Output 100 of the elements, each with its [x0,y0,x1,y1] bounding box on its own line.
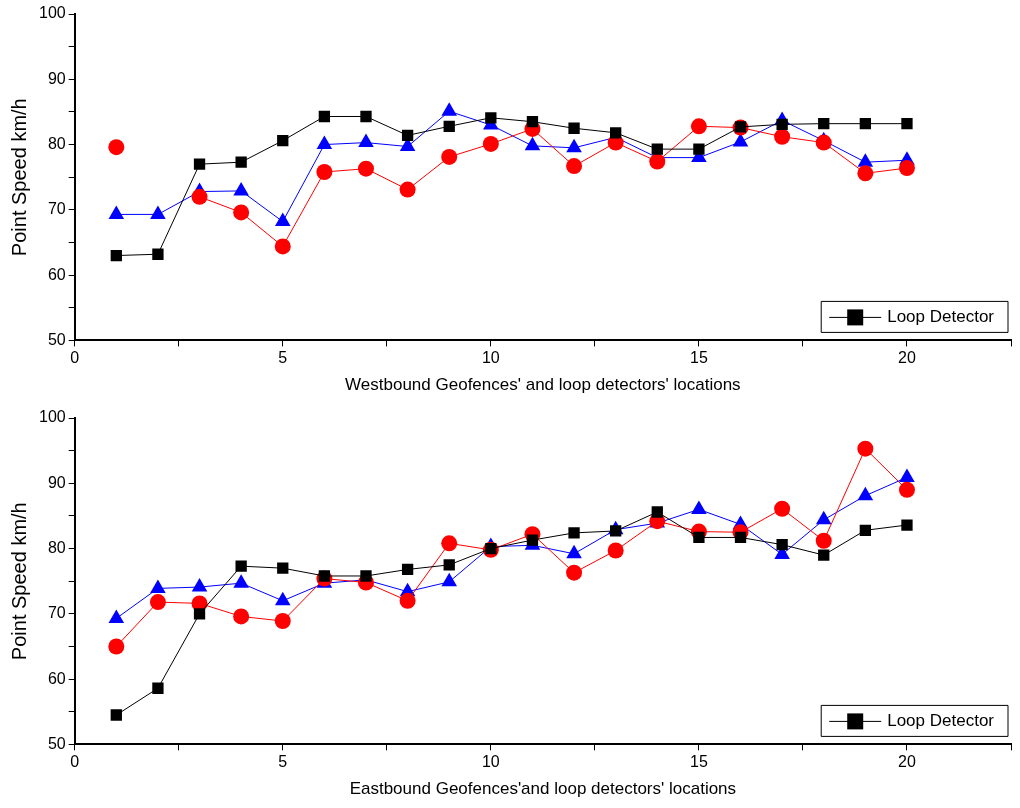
point [360,110,372,123]
point [566,158,583,175]
point [857,165,874,182]
point [399,592,416,609]
point [233,608,250,625]
point [193,158,206,170]
y-tick-label: 90 [47,69,66,87]
x-tick-label: 10 [481,349,500,367]
point [566,138,582,153]
y-tick-label: 70 [47,604,66,622]
x-axis-title: Westbound Geofences' and loop detectors' locations [345,375,741,395]
point [233,204,250,221]
point [649,153,666,170]
point [358,133,374,148]
point [774,128,791,145]
point [274,238,291,255]
x-tick-label: 10 [481,753,500,771]
point [482,135,499,152]
y-axis-title: Point Speed km/h [7,98,30,257]
point [524,136,541,151]
point [901,519,913,531]
point [235,560,247,572]
point [316,135,333,150]
y-tick-label: 80 [47,134,66,152]
point [859,524,872,536]
point [110,709,122,721]
point [443,120,455,132]
point [693,531,705,544]
point [734,531,747,544]
point [774,500,791,517]
point [274,613,291,630]
x-tick-label: 20 [898,349,916,367]
legend-label: Loop Detector [887,711,995,731]
point [277,134,289,147]
point [901,118,913,130]
x-tick-label: 5 [278,753,288,771]
legend-label: Loop Detector [887,307,995,327]
point [526,116,539,128]
point [235,156,247,168]
x-axis-title: Eastbound Geofences'and loop detectors' locations [349,779,737,799]
point [318,110,331,123]
point [815,532,832,549]
point [401,129,414,142]
x-tick-label: 0 [70,349,80,367]
y-tick-label: 60 [47,265,66,283]
point [568,527,580,539]
point [443,559,455,571]
point [441,535,458,552]
point [274,212,291,227]
point [191,188,208,205]
point [568,122,580,134]
point [277,562,289,574]
point [357,160,374,177]
y-tick-label: 60 [47,669,66,687]
point [233,181,249,196]
point [152,682,164,694]
point [898,160,915,177]
y-tick-label: 100 [38,4,66,22]
x-tick-label: 20 [898,753,916,771]
point [898,481,915,498]
point [690,118,707,135]
point [149,594,166,611]
point [857,486,874,501]
point [776,538,788,551]
y-tick-label: 100 [38,408,66,426]
point [857,153,874,167]
point [318,570,331,582]
point [108,205,125,219]
point [815,134,832,151]
point [526,534,539,546]
y-tick-label: 90 [47,473,66,491]
point [191,578,208,592]
point [316,163,333,180]
point [485,112,497,124]
y-tick-label: 50 [47,734,66,752]
y-tick-label: 70 [47,200,66,218]
point [651,506,663,518]
point [651,143,663,155]
point [859,118,872,130]
y-axis-title: Point Speed km/h [7,502,30,661]
point [776,118,788,130]
point [607,542,624,559]
point [399,181,416,198]
point [693,143,705,155]
point [566,564,583,581]
y-tick-label: 80 [47,538,66,556]
point [152,248,164,260]
point [193,608,206,620]
x-tick-label: 15 [690,753,708,771]
y-tick-label: 50 [47,330,66,348]
point [150,205,166,219]
point [818,118,830,130]
x-tick-label: 0 [70,753,80,771]
point [441,148,458,165]
point [108,638,125,655]
point [108,139,125,156]
point [857,440,874,457]
x-tick-label: 5 [278,349,288,367]
point [610,525,622,537]
point [441,102,458,116]
